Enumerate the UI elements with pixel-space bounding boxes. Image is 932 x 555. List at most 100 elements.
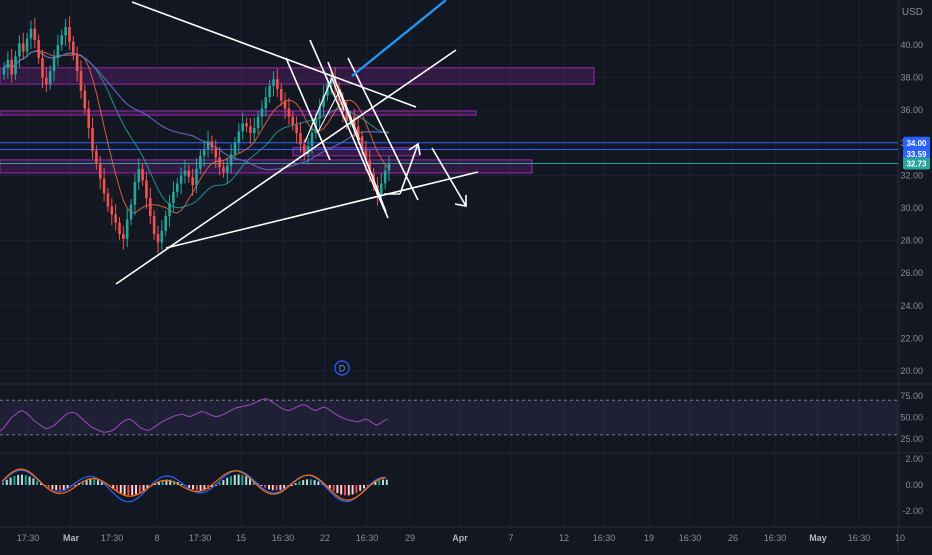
pattern-outline[interactable] (304, 76, 345, 143)
trend-line[interactable] (165, 171, 479, 249)
time-tick-label: 16:30 (272, 533, 295, 543)
macd-histogram-bar (302, 480, 305, 485)
time-tick-label: 10 (895, 533, 905, 543)
candle-body (172, 191, 175, 204)
macd-histogram-bar (336, 485, 339, 494)
macd-histogram-bar (199, 485, 202, 491)
candle-body (195, 168, 198, 186)
price-candles (2, 16, 391, 253)
time-tick-label: 16:30 (356, 533, 379, 543)
event-marker[interactable]: D (334, 360, 350, 376)
candle-body (245, 123, 248, 127)
candle-body (206, 141, 210, 150)
macd-histogram-bar (21, 474, 23, 485)
time-tick-label: 8 (154, 533, 159, 543)
candle-body (279, 89, 283, 101)
support-resistance-zones[interactable] (0, 67, 898, 174)
trend-line[interactable] (285, 57, 331, 161)
candle-body (226, 165, 229, 173)
candle-body (122, 234, 125, 239)
trend-line[interactable] (309, 39, 389, 219)
macd-histogram-bar (188, 485, 191, 488)
trend-line[interactable] (327, 61, 387, 213)
price-tick-label: 38.00 (900, 73, 923, 83)
macd-histogram-bar (245, 476, 248, 485)
time-axis[interactable]: 17:30 Mar 17:30 8 17:30 15 16:30 22 16:30 29 Apr 7 1… (17, 533, 905, 543)
candle-body (380, 183, 383, 195)
time-tick-label: 16:30 (764, 533, 787, 543)
macd-pane: 2.00 0.00 -2.00 (1, 454, 923, 516)
pattern-outline[interactable] (317, 88, 361, 141)
macd-histogram-bar (85, 479, 88, 485)
price-badge[interactable] (903, 157, 930, 170)
trend-line-blue[interactable] (351, 0, 447, 77)
time-tick-label: 17:30 (101, 533, 124, 543)
trend-line[interactable] (115, 49, 457, 285)
price-badge[interactable] (903, 136, 930, 149)
candle-body (318, 106, 321, 119)
candle-body (41, 58, 44, 78)
candle-body (56, 45, 60, 59)
macd-histogram-bar (93, 479, 96, 485)
time-tick-label: 19 (644, 533, 654, 543)
candle-body (33, 28, 37, 41)
arrow-up-head[interactable] (408, 142, 421, 156)
trend-line[interactable] (131, 1, 417, 108)
price-tick-label: 32.00 (900, 170, 923, 180)
price-badge[interactable] (903, 147, 930, 160)
macd-histogram-bar (355, 485, 358, 493)
macd-histogram-bar (13, 475, 16, 485)
candle-body (125, 219, 129, 239)
drawing-tools[interactable] (115, 0, 479, 285)
time-tick-label: 15 (236, 533, 246, 543)
macd-histogram-bar (344, 485, 346, 496)
candle-body (218, 157, 221, 168)
candle-body (141, 168, 144, 181)
macd-histogram-bar (366, 485, 369, 486)
macd-histogram-bar (51, 485, 54, 490)
candle-body (214, 147, 218, 158)
candle-body (48, 71, 52, 85)
macd-histogram-bar (363, 485, 365, 489)
macd-histogram-bar (74, 484, 77, 486)
time-tick-label: 16:30 (679, 533, 702, 543)
price-tick-label: 40.00 (900, 40, 923, 50)
macd-histogram-bar (142, 485, 145, 491)
candle-body (87, 108, 90, 129)
candle-body (156, 234, 160, 243)
macd-histogram-bar (264, 485, 267, 488)
support-resistance-zone[interactable] (0, 110, 477, 116)
candle-body (383, 170, 387, 184)
time-tick-label: 22 (320, 533, 330, 543)
macd-histogram-bar (328, 485, 331, 489)
candle-body (299, 133, 302, 145)
arrow-down-path[interactable] (431, 147, 467, 207)
macd-histogram-bar (332, 485, 335, 491)
macd-histogram-bar (5, 479, 8, 485)
candle-body (264, 97, 268, 109)
candle-body (256, 116, 260, 129)
candle-body (179, 175, 183, 184)
candle-body (133, 181, 137, 205)
price-axis[interactable]: 40.00 38.00 36.00 34.00 32.00 30.00 28.00 26.00… (900, 40, 930, 376)
macd-histogram-bar (347, 485, 350, 496)
macd-histogram-bar (66, 485, 69, 489)
macd-histogram-bar (279, 485, 282, 490)
candle-body (356, 126, 360, 137)
macd-histogram-bar (89, 479, 92, 485)
candle-body (114, 214, 117, 223)
candle-body (110, 206, 114, 215)
macd-histogram-bar (283, 485, 286, 489)
arrow-down-head[interactable] (454, 195, 467, 207)
macd-signal-line (1, 468, 386, 501)
candle-body (52, 58, 56, 72)
candle-body (387, 163, 391, 171)
currency-label: USD (902, 7, 923, 18)
candle-body (72, 41, 75, 55)
arrow-up-path[interactable] (399, 143, 419, 195)
support-resistance-zone[interactable] (0, 159, 533, 174)
candle-body (129, 204, 133, 220)
macd-histogram-bar (241, 475, 244, 485)
